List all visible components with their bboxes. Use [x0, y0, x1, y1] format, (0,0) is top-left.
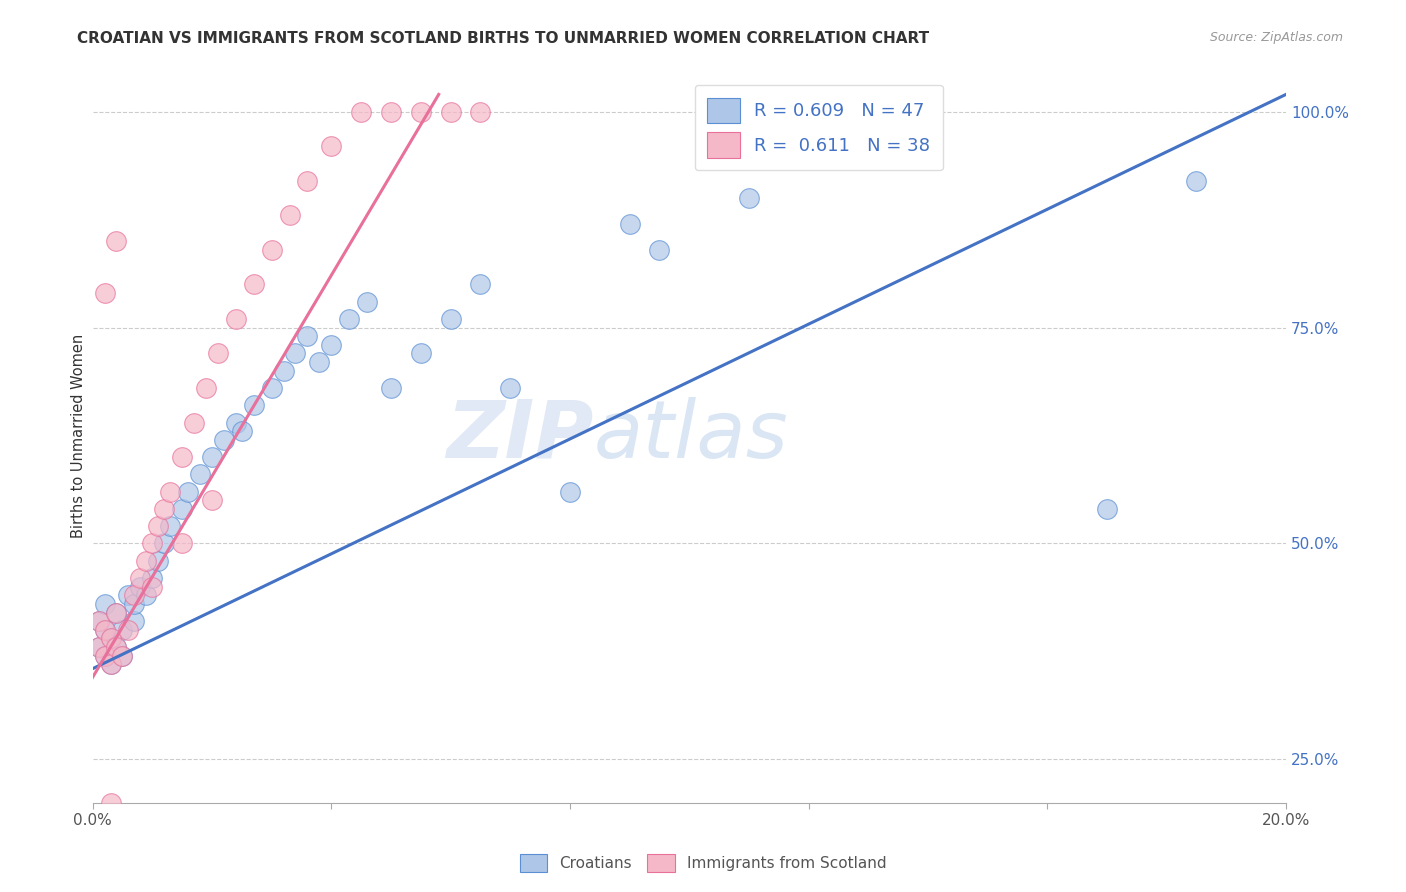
Point — [242, 398, 264, 412]
Point — [111, 648, 134, 663]
Point — [141, 536, 163, 550]
Point — [337, 312, 360, 326]
Point — [111, 623, 134, 637]
Point — [153, 536, 176, 550]
Point — [93, 648, 115, 663]
Point — [260, 381, 283, 395]
Point — [117, 588, 139, 602]
Point — [619, 217, 641, 231]
Point — [738, 191, 761, 205]
Point — [321, 338, 343, 352]
Point — [159, 484, 181, 499]
Point — [124, 614, 146, 628]
Text: ZIP: ZIP — [447, 397, 593, 475]
Point — [409, 104, 432, 119]
Point — [148, 519, 170, 533]
Point — [297, 329, 319, 343]
Point — [231, 424, 253, 438]
Point — [87, 614, 110, 628]
Point — [350, 104, 373, 119]
Point — [284, 346, 307, 360]
Point — [380, 104, 402, 119]
Point — [297, 174, 319, 188]
Point — [105, 606, 128, 620]
Point — [440, 312, 463, 326]
Point — [87, 640, 110, 654]
Point — [124, 588, 146, 602]
Point — [93, 648, 115, 663]
Text: Source: ZipAtlas.com: Source: ZipAtlas.com — [1209, 31, 1343, 45]
Point — [141, 571, 163, 585]
Point — [260, 243, 283, 257]
Point — [148, 554, 170, 568]
Point — [105, 640, 128, 654]
Legend: R = 0.609   N = 47, R =  0.611   N = 38: R = 0.609 N = 47, R = 0.611 N = 38 — [695, 85, 943, 170]
Point — [105, 606, 128, 620]
Point — [242, 277, 264, 292]
Point — [212, 433, 235, 447]
Point — [440, 104, 463, 119]
Point — [105, 640, 128, 654]
Point — [172, 536, 194, 550]
Point — [105, 234, 128, 248]
Point — [188, 467, 211, 482]
Point — [100, 657, 122, 672]
Point — [470, 104, 492, 119]
Point — [1185, 174, 1208, 188]
Point — [93, 623, 115, 637]
Point — [100, 657, 122, 672]
Point — [153, 502, 176, 516]
Point — [93, 623, 115, 637]
Point — [135, 554, 157, 568]
Point — [135, 588, 157, 602]
Point — [409, 346, 432, 360]
Point — [129, 580, 152, 594]
Point — [141, 580, 163, 594]
Point — [177, 484, 200, 499]
Point — [183, 416, 205, 430]
Point — [100, 796, 122, 810]
Point — [225, 416, 247, 430]
Point — [117, 623, 139, 637]
Point — [201, 450, 224, 464]
Point — [159, 519, 181, 533]
Point — [225, 312, 247, 326]
Point — [273, 364, 295, 378]
Point — [321, 139, 343, 153]
Y-axis label: Births to Unmarried Women: Births to Unmarried Women — [72, 334, 86, 538]
Point — [201, 493, 224, 508]
Point — [1095, 502, 1118, 516]
Point — [129, 571, 152, 585]
Legend: Croatians, Immigrants from Scotland: Croatians, Immigrants from Scotland — [512, 846, 894, 880]
Point — [100, 632, 122, 646]
Point — [87, 640, 110, 654]
Point — [93, 286, 115, 301]
Point — [356, 294, 378, 309]
Point — [195, 381, 218, 395]
Point — [380, 381, 402, 395]
Text: atlas: atlas — [593, 397, 789, 475]
Point — [470, 277, 492, 292]
Point — [124, 597, 146, 611]
Point — [499, 381, 522, 395]
Point — [111, 648, 134, 663]
Point — [558, 484, 581, 499]
Point — [308, 355, 330, 369]
Point — [87, 614, 110, 628]
Point — [172, 502, 194, 516]
Point — [93, 597, 115, 611]
Point — [172, 450, 194, 464]
Point — [278, 208, 301, 222]
Point — [648, 243, 671, 257]
Text: CROATIAN VS IMMIGRANTS FROM SCOTLAND BIRTHS TO UNMARRIED WOMEN CORRELATION CHART: CROATIAN VS IMMIGRANTS FROM SCOTLAND BIR… — [77, 31, 929, 46]
Point — [207, 346, 229, 360]
Point — [100, 632, 122, 646]
